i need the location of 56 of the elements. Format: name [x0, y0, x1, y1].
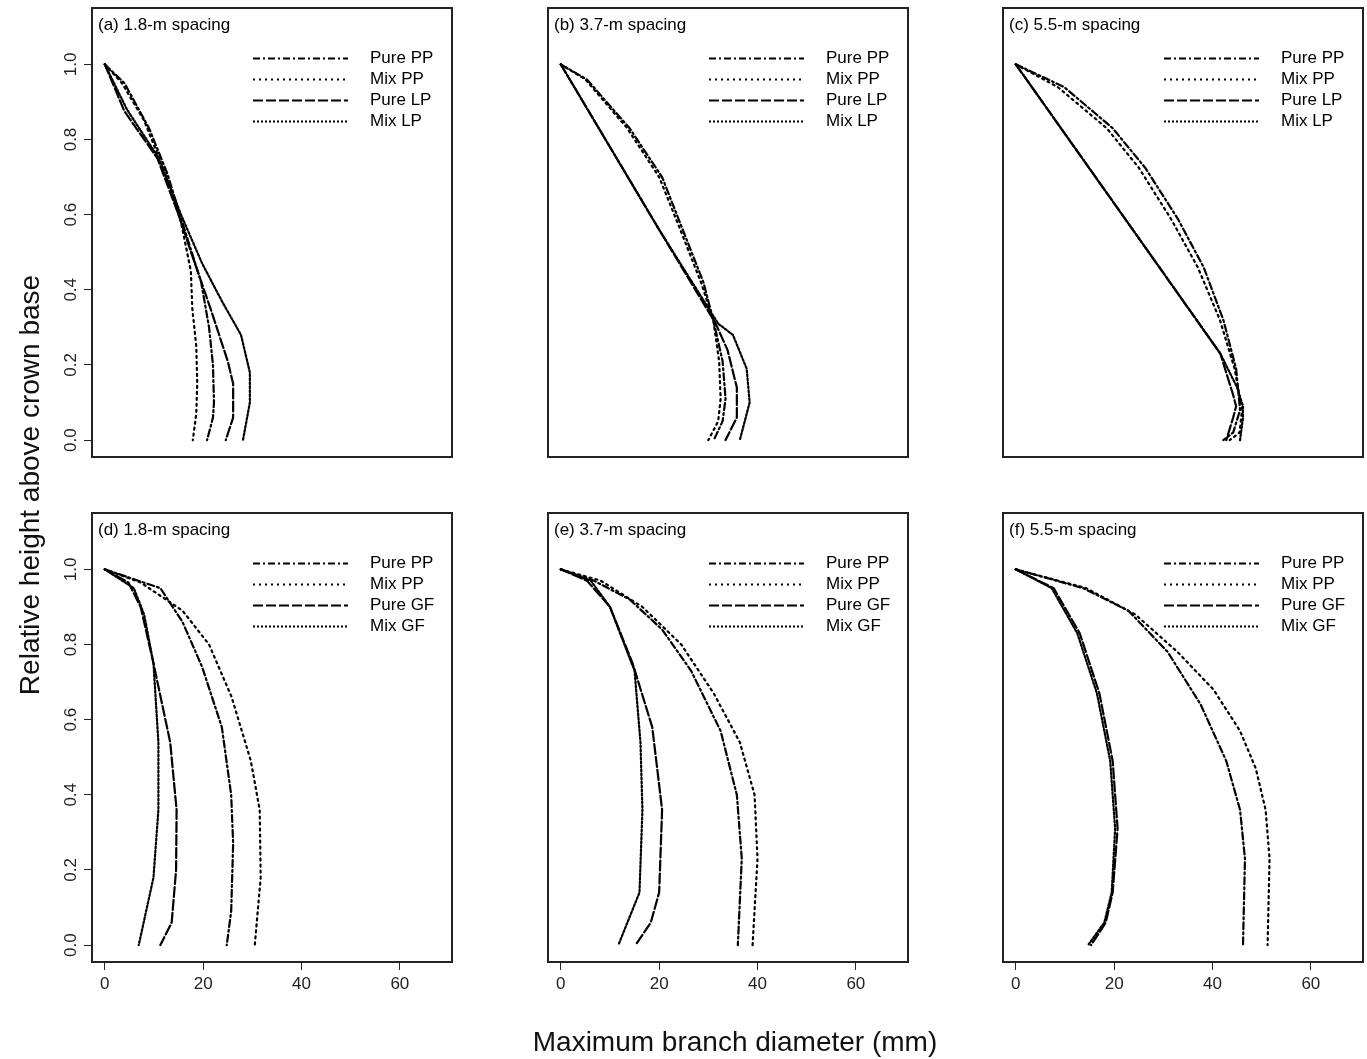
- text: Pure PP: [1281, 48, 1345, 68]
- x-tick-label: 40: [748, 973, 767, 993]
- y-tick-label: 0.8: [61, 632, 81, 657]
- x-tick-label: 20: [193, 973, 213, 993]
- text: Mix GF: [1281, 616, 1336, 636]
- text: Mix GF: [370, 616, 425, 636]
- x-tick-label: 20: [649, 973, 669, 993]
- y-tick-label: 0.8: [61, 127, 81, 152]
- x-axis-title: Maximum branch diameter (mm): [532, 1026, 938, 1058]
- text: Pure LP: [826, 90, 888, 110]
- y-tick-label: 1.0: [61, 52, 81, 77]
- text: Mix LP: [370, 111, 422, 131]
- x-tick-label: 0: [1011, 973, 1021, 993]
- chart-title: (b) 3.7-m spacing: [554, 15, 687, 35]
- text: Pure GF: [1281, 595, 1346, 615]
- y-tick-label: 0.4: [61, 782, 81, 807]
- chart-title: (f) 5.5-m spacing: [1009, 520, 1137, 540]
- y-tick-label: 0.4: [61, 277, 81, 302]
- text: Pure GF: [370, 595, 435, 615]
- text: Mix PP: [370, 69, 424, 89]
- text: Mix PP: [1281, 69, 1335, 89]
- x-tick-label: 40: [1203, 973, 1222, 993]
- y-tick-label: 0.6: [61, 202, 81, 227]
- text: Mix GF: [826, 616, 881, 636]
- chart-title: (d) 1.8-m spacing: [98, 520, 231, 540]
- text: Mix LP: [1281, 111, 1333, 131]
- chart-title: (e) 3.7-m spacing: [554, 520, 687, 540]
- text: Pure PP: [370, 553, 434, 573]
- x-tick-label: 60: [1301, 973, 1321, 993]
- chart-title: (a) 1.8-m spacing: [98, 15, 231, 35]
- text: Pure PP: [826, 48, 890, 68]
- x-tick-label: 0: [100, 973, 110, 993]
- text: Mix PP: [826, 574, 880, 594]
- text: Mix PP: [370, 574, 424, 594]
- x-tick-label: 60: [390, 973, 410, 993]
- y-tick-label: 0.0: [61, 933, 81, 957]
- chart-title: (c) 5.5-m spacing: [1009, 15, 1141, 35]
- x-tick-label: 40: [292, 973, 311, 993]
- text: Pure PP: [826, 553, 890, 573]
- x-tick-label: 60: [846, 973, 866, 993]
- y-axis-title: Relative height above crown base: [14, 274, 46, 696]
- text: Mix PP: [1281, 574, 1335, 594]
- text: Mix PP: [826, 69, 880, 89]
- y-tick-label: 0.0: [61, 428, 81, 452]
- text: Pure LP: [370, 90, 432, 110]
- y-tick-label: 0.2: [61, 353, 81, 377]
- text: Pure PP: [370, 48, 434, 68]
- text: Pure GF: [826, 595, 891, 615]
- y-tick-label: 0.6: [61, 707, 81, 732]
- text: Mix LP: [826, 111, 878, 131]
- x-tick-label: 0: [556, 973, 566, 993]
- y-tick-label: 1.0: [61, 557, 81, 582]
- text: Pure PP: [1281, 553, 1345, 573]
- y-tick-label: 0.2: [61, 858, 81, 882]
- text: Pure LP: [1281, 90, 1343, 110]
- x-tick-label: 20: [1104, 973, 1124, 993]
